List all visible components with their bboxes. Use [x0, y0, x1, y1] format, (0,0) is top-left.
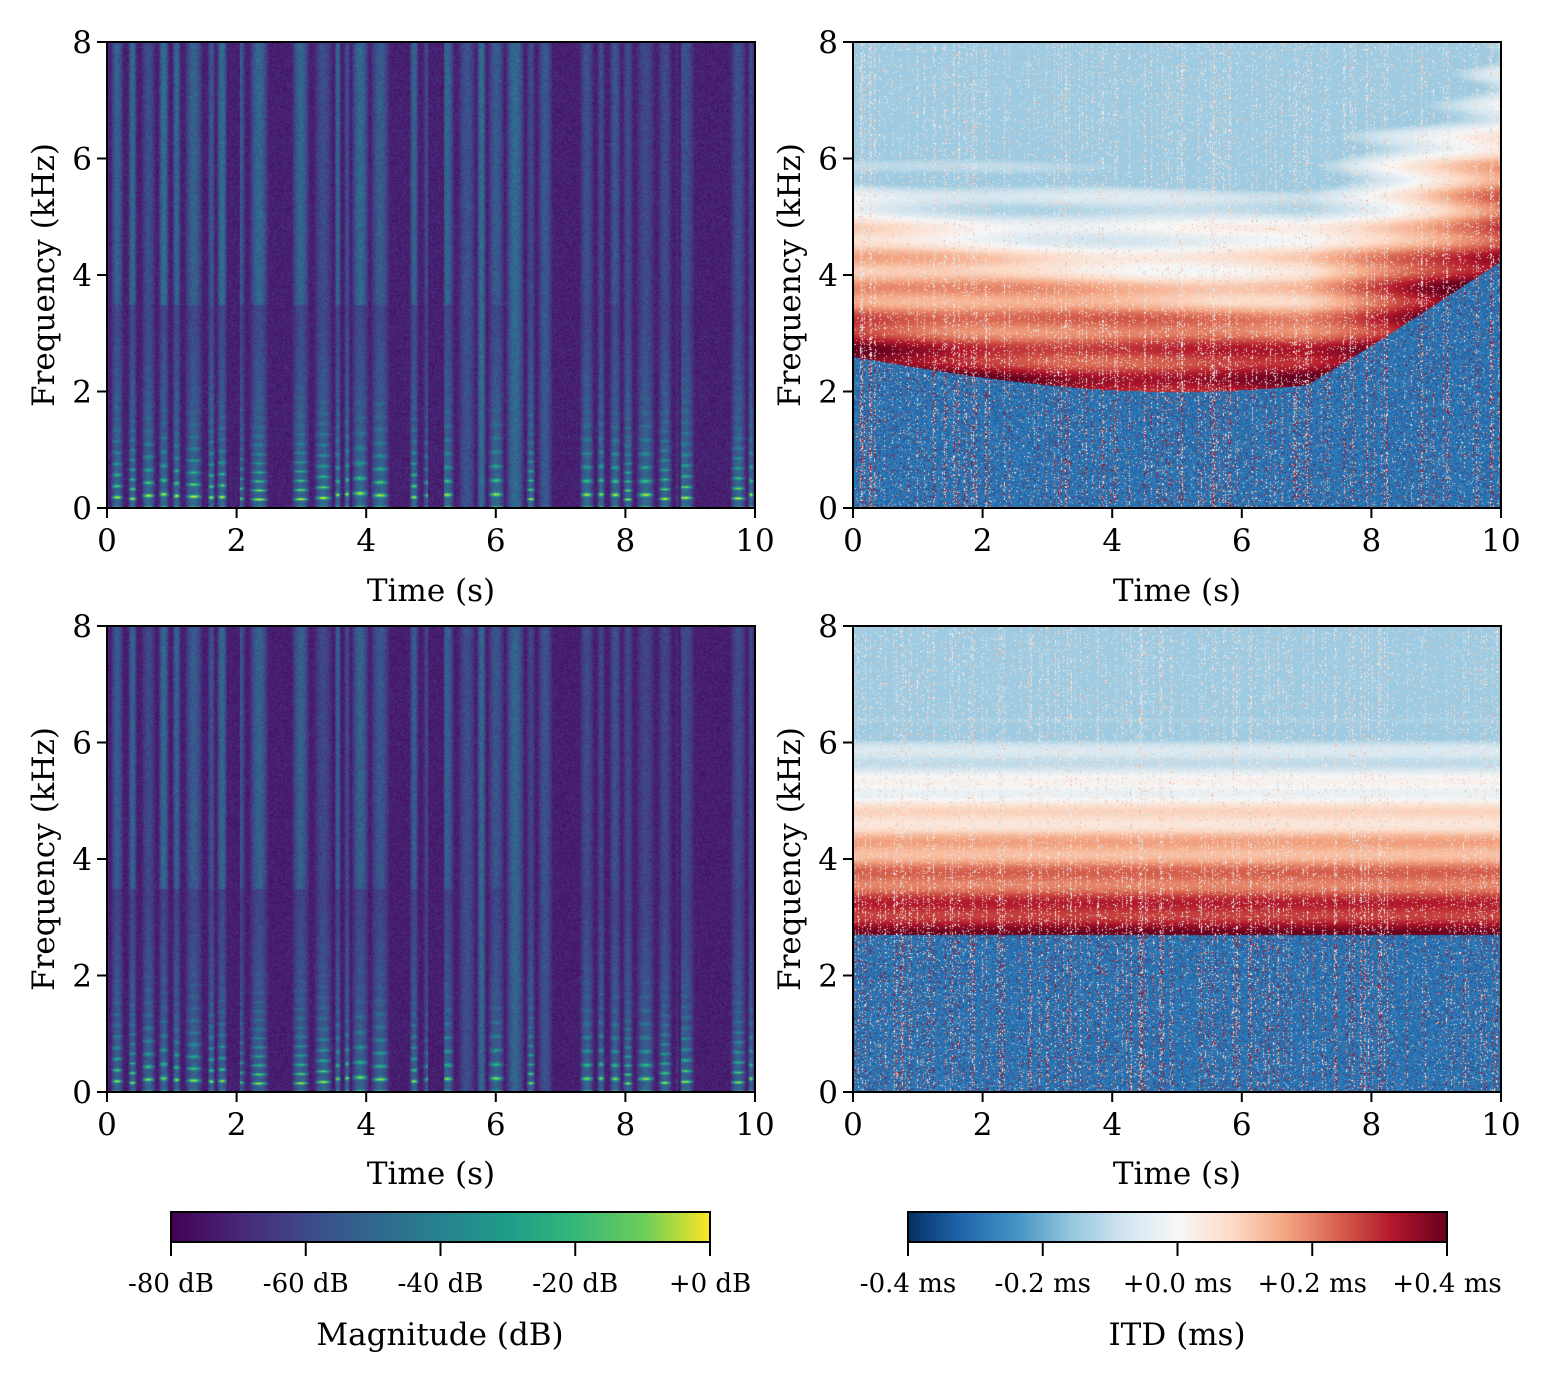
x-tick-label: 0	[843, 1107, 863, 1143]
y-tick-label: 0	[72, 1075, 92, 1111]
y-tick-label: 0	[818, 491, 838, 527]
colorbar-ticks: -0.4 ms -0.2 ms +0.0 ms +0.2 ms +0.4 ms	[860, 1242, 1502, 1299]
heatmap-itd-top	[853, 42, 1501, 508]
panel-magnitude-top: 0 2 4 6 8 10 0 2 4 6 8 Time (s) Frequency (kHz)	[26, 25, 775, 609]
y-ticks: 0 2 4 6 8	[818, 609, 853, 1111]
x-tick-label: 0	[97, 1107, 117, 1143]
x-tick-label: 6	[486, 523, 506, 559]
y-ticks: 0 2 4 6 8	[818, 25, 853, 527]
y-axis-label: Frequency (kHz)	[26, 727, 62, 991]
x-tick-label: 8	[616, 1107, 636, 1143]
x-ticks: 0 2 4 6 8 10	[843, 508, 1521, 559]
x-tick-label: 10	[1481, 1107, 1520, 1143]
y-tick-label: 6	[72, 726, 92, 762]
y-tick-label: 6	[818, 726, 838, 762]
y-axis-label: Frequency (kHz)	[772, 143, 808, 407]
colorbar-label: ITD (ms)	[1108, 1317, 1245, 1353]
colorbar-tick-label: -60 dB	[263, 1269, 349, 1299]
x-tick-label: 10	[1481, 523, 1520, 559]
y-tick-label: 4	[72, 258, 92, 294]
x-tick-label: 4	[356, 523, 376, 559]
colorbar-tick-label: -20 dB	[532, 1269, 618, 1299]
y-axis-label: Frequency (kHz)	[26, 143, 62, 407]
colorbar-gradient	[170, 1211, 711, 1243]
x-tick-label: 4	[356, 1107, 376, 1143]
y-ticks: 0 2 4 6 8	[72, 25, 107, 527]
y-tick-label: 8	[72, 609, 92, 645]
x-ticks: 0 2 4 6 8 10	[97, 508, 775, 559]
y-tick-label: 2	[72, 959, 92, 995]
x-tick-label: 2	[227, 1107, 247, 1143]
y-tick-label: 6	[72, 142, 92, 178]
panel-magnitude-bottom: 0 2 4 6 8 10 0 2 4 6 8 Time (s) Frequency (kHz)	[26, 609, 775, 1192]
x-tick-label: 8	[1362, 523, 1382, 559]
colorbar-tick-label: +0.2 ms	[1258, 1269, 1367, 1299]
colorbar-tick-label: +0.4 ms	[1392, 1269, 1501, 1299]
colorbar-tick-label: -0.4 ms	[860, 1269, 956, 1299]
panel-itd-bottom: 0 2 4 6 8 10 0 2 4 6 8 Time (s) Frequency (kHz)	[772, 609, 1521, 1192]
y-tick-label: 0	[818, 1075, 838, 1111]
y-tick-label: 8	[818, 25, 838, 61]
colorbar-tick-label: -0.2 ms	[995, 1269, 1091, 1299]
x-tick-label: 4	[1102, 1107, 1122, 1143]
x-tick-label: 8	[1362, 1107, 1382, 1143]
heatmap-magnitude-bottom	[107, 626, 755, 1092]
y-tick-label: 2	[818, 375, 838, 411]
x-axis-label: Time (s)	[1113, 573, 1241, 609]
x-tick-label: 2	[227, 523, 247, 559]
y-tick-label: 2	[818, 959, 838, 995]
colorbar-gradient	[907, 1211, 1448, 1243]
x-tick-label: 10	[735, 1107, 774, 1143]
colorbar-itd: -0.4 ms -0.2 ms +0.0 ms +0.2 ms +0.4 ms ITD …	[860, 1211, 1502, 1353]
panel-itd-top: 0 2 4 6 8 10 0 2 4 6 8 Time (s) Frequency (kHz)	[772, 25, 1521, 609]
x-tick-label: 8	[616, 523, 636, 559]
y-tick-label: 4	[72, 842, 92, 878]
y-tick-label: 4	[818, 258, 838, 294]
x-tick-label: 4	[1102, 523, 1122, 559]
y-ticks: 0 2 4 6 8	[72, 609, 107, 1111]
colorbar-tick-label: +0.0 ms	[1123, 1269, 1232, 1299]
x-axis-label: Time (s)	[367, 1156, 495, 1192]
colorbar-tick-label: +0 dB	[669, 1269, 751, 1299]
heatmap-magnitude-top	[107, 42, 755, 508]
x-ticks: 0 2 4 6 8 10	[843, 1092, 1521, 1143]
colorbar-tick-label: -80 dB	[128, 1269, 214, 1299]
x-tick-label: 6	[486, 1107, 506, 1143]
y-tick-label: 8	[72, 25, 92, 61]
colorbar-magnitude: -80 dB -60 dB -40 dB -20 dB +0 dB Magnitude …	[128, 1211, 751, 1353]
x-tick-label: 2	[973, 523, 993, 559]
y-tick-label: 8	[818, 609, 838, 645]
colorbar-tick-label: -40 dB	[398, 1269, 484, 1299]
x-axis-label: Time (s)	[1113, 1156, 1241, 1192]
y-axis-label: Frequency (kHz)	[772, 727, 808, 991]
x-tick-label: 6	[1232, 523, 1252, 559]
y-tick-label: 2	[72, 375, 92, 411]
y-tick-label: 0	[72, 491, 92, 527]
colorbar-ticks: -80 dB -60 dB -40 dB -20 dB +0 dB	[128, 1242, 751, 1299]
x-axis-label: Time (s)	[367, 573, 495, 609]
x-ticks: 0 2 4 6 8 10	[97, 1092, 775, 1143]
heatmap-itd-bottom	[853, 626, 1501, 1092]
x-tick-label: 2	[973, 1107, 993, 1143]
x-tick-label: 0	[97, 523, 117, 559]
colorbar-label: Magnitude (dB)	[316, 1317, 563, 1353]
x-tick-label: 6	[1232, 1107, 1252, 1143]
x-tick-label: 10	[735, 523, 774, 559]
y-tick-label: 6	[818, 142, 838, 178]
x-tick-label: 0	[843, 523, 863, 559]
y-tick-label: 4	[818, 842, 838, 878]
